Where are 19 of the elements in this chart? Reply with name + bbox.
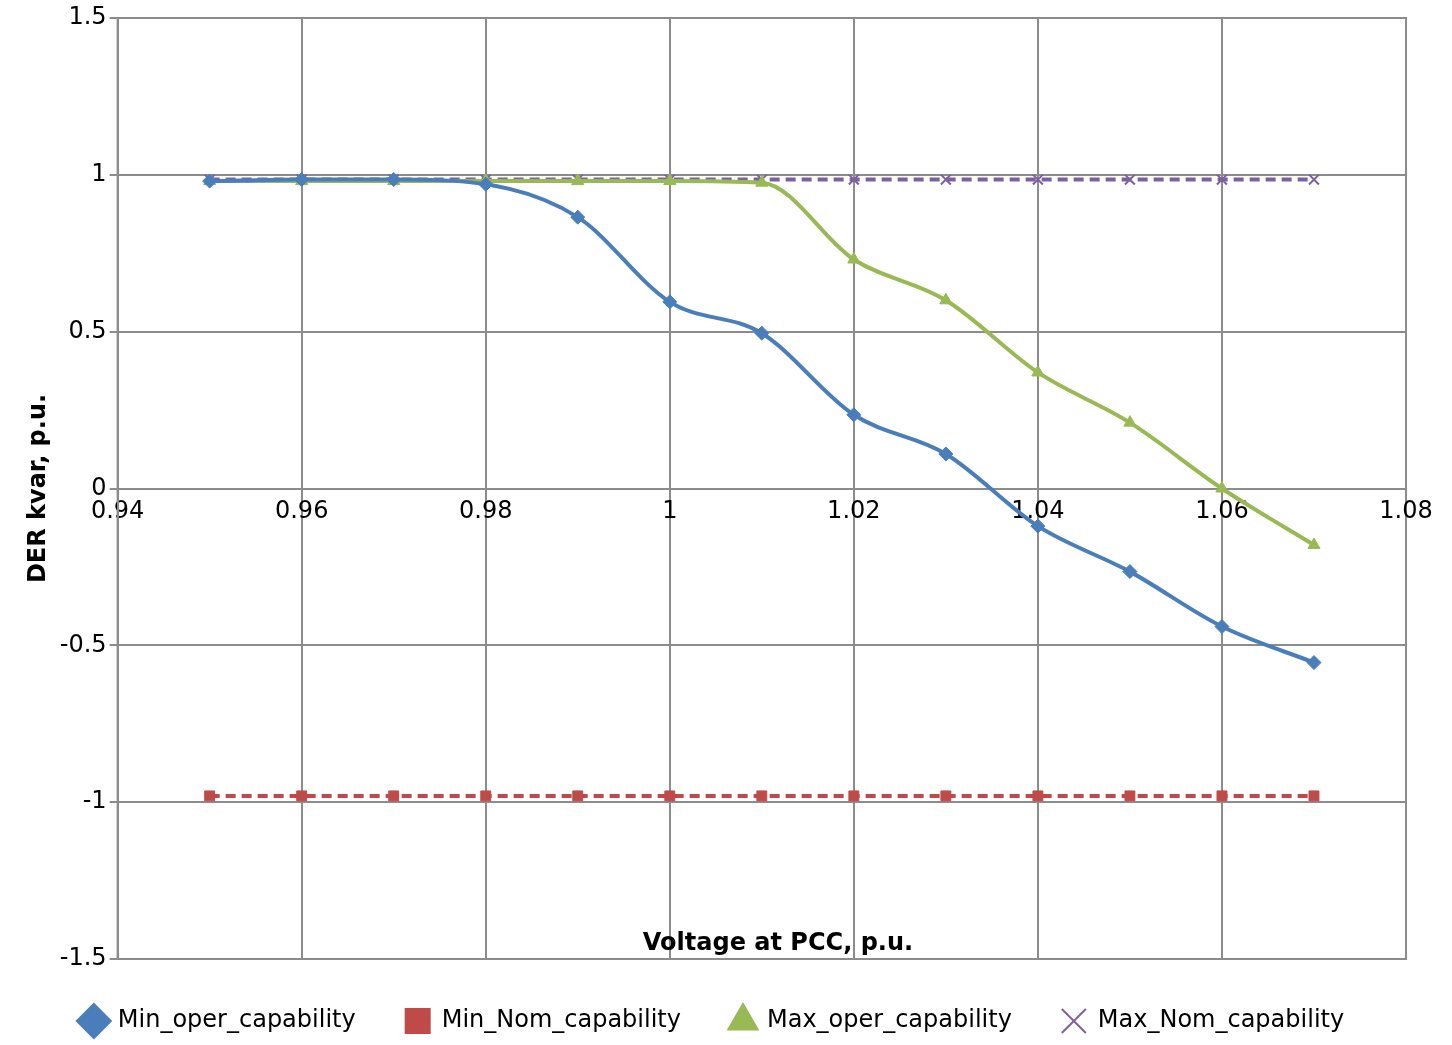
y-tick-label: -1 xyxy=(82,786,107,815)
y-tick-label: 1 xyxy=(91,159,107,188)
y-tick-label: 0.5 xyxy=(68,315,107,344)
y-tick-label: 1.5 xyxy=(68,2,107,31)
x-tick-label: 1 xyxy=(662,496,678,525)
x-tick-label: 0.98 xyxy=(459,496,513,525)
x-tick-label: 1.06 xyxy=(1195,496,1249,525)
y-tick-label: -0.5 xyxy=(59,629,107,658)
y-tick-label: 0 xyxy=(91,472,107,501)
legend-label: Max_Nom_capability xyxy=(1097,1005,1345,1034)
legend-label: Max_oper_capability xyxy=(766,1005,1012,1034)
legend-label: Min_oper_capability xyxy=(117,1005,356,1034)
y-tick-label: -1.5 xyxy=(59,943,107,972)
x-tick-label: 0.96 xyxy=(274,496,329,525)
x-tick-label: 1.08 xyxy=(1379,496,1433,525)
x-tick-label: 1.02 xyxy=(827,496,881,525)
y-axis-title: DER kvar, p.u. xyxy=(22,393,51,584)
legend-label: Min_Nom_capability xyxy=(441,1005,681,1034)
x-axis-title: Voltage at PCC, p.u. xyxy=(641,928,915,956)
